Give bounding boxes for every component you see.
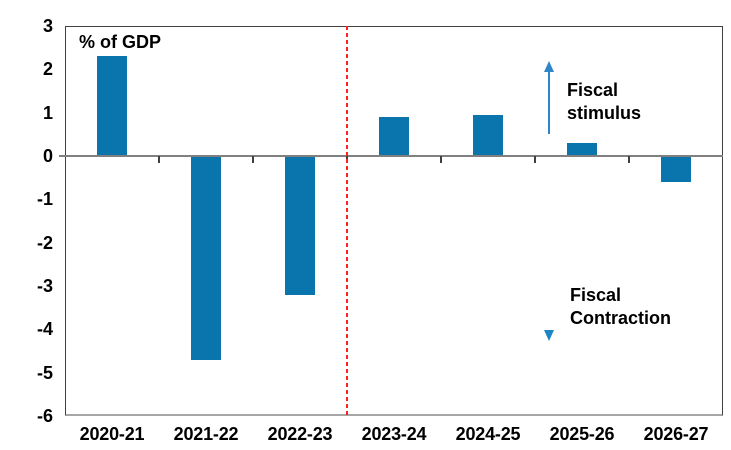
fiscal-stimulus-up-arrow-icon bbox=[544, 61, 554, 134]
fiscal-stimulus-label-line2: stimulus bbox=[567, 103, 642, 123]
y-tick-label: 0 bbox=[42, 146, 53, 166]
category-boundary-tick bbox=[158, 156, 160, 163]
x-tick-label: 2026-27 bbox=[643, 424, 709, 444]
bar-2023-24 bbox=[379, 117, 409, 156]
bar-2024-25 bbox=[473, 114, 503, 156]
y-tick-label: 2 bbox=[42, 59, 53, 80]
x-tick-label: 2024-25 bbox=[455, 424, 521, 444]
y-tick-label: -2 bbox=[36, 232, 53, 253]
x-tick-label: 2020-21 bbox=[79, 424, 145, 444]
x-tick-label: 2021-22 bbox=[173, 424, 239, 444]
category-boundary-tick bbox=[440, 156, 442, 163]
category-boundary-tick bbox=[534, 156, 536, 163]
y-tick-label: -5 bbox=[36, 362, 53, 383]
y-tick-label: -4 bbox=[36, 319, 53, 340]
bar-2020-21 bbox=[97, 56, 127, 156]
fiscal-contraction-down-arrow-icon bbox=[544, 268, 554, 341]
forecast-divider-line bbox=[346, 26, 348, 416]
fiscal-contraction-label-line1: Fiscal bbox=[570, 285, 622, 305]
fiscal-contraction-label-line2: Contraction bbox=[570, 308, 671, 328]
fiscal-contraction-label: Fiscal Contraction bbox=[570, 284, 671, 330]
x-tick-label: 2023-24 bbox=[361, 424, 427, 444]
x-tick-label: 2022-23 bbox=[267, 424, 333, 444]
y-tick-label: 3 bbox=[42, 16, 53, 36]
y-tick-label: -6 bbox=[36, 406, 53, 426]
fiscal-stimulus-label-line1: Fiscal bbox=[567, 80, 619, 100]
plot-area bbox=[65, 26, 723, 416]
y-tick-label: -1 bbox=[36, 189, 53, 210]
fiscal-stimulus-label: Fiscal stimulus bbox=[567, 79, 641, 125]
bar-2022-23 bbox=[285, 156, 315, 295]
bar-2025-26 bbox=[567, 143, 597, 156]
category-boundary-tick bbox=[628, 156, 630, 163]
zero-axis-line bbox=[65, 155, 723, 157]
y-tick-label: -3 bbox=[36, 276, 53, 296]
axis-unit-label: % of GDP bbox=[79, 32, 162, 52]
zero-axis-tick bbox=[59, 155, 65, 157]
y-tick-label: 1 bbox=[42, 102, 53, 123]
x-tick-label: 2025-26 bbox=[549, 424, 615, 444]
bar-2021-22 bbox=[191, 156, 221, 360]
bar-2026-27 bbox=[661, 156, 691, 182]
category-boundary-tick bbox=[252, 156, 254, 163]
